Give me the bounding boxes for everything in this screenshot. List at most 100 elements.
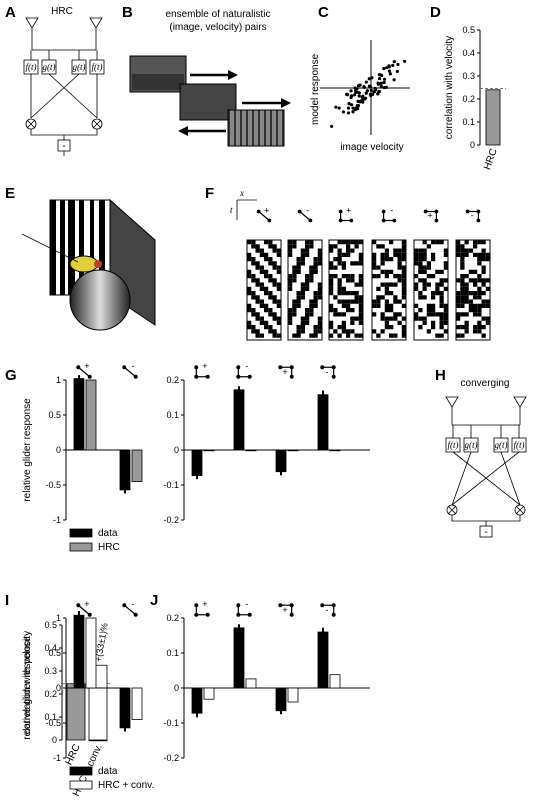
pattern-cell <box>477 240 482 245</box>
glider-icon: - <box>465 209 481 223</box>
pattern-cell <box>358 282 363 287</box>
pattern-cell <box>384 257 389 262</box>
scatter-point <box>387 69 392 73</box>
legend-swatch <box>69 780 93 790</box>
glider-dot <box>331 365 336 370</box>
pattern-cell <box>372 261 377 266</box>
pattern-cell <box>384 269 389 274</box>
glider-line <box>258 211 270 221</box>
pattern-cell <box>296 325 301 330</box>
pattern-cell <box>401 269 406 274</box>
pattern-cell <box>431 291 436 296</box>
pattern-cell <box>313 303 318 308</box>
pattern-cell <box>247 240 252 245</box>
pattern-cell <box>401 333 406 338</box>
pattern-cell <box>414 316 419 321</box>
glider-dot <box>331 612 336 617</box>
pattern-cell <box>401 291 406 296</box>
pattern-cell <box>439 333 444 338</box>
pattern-cell <box>439 278 444 283</box>
pattern-cell <box>358 299 363 304</box>
pattern-cell <box>251 274 256 279</box>
pattern-cell <box>397 312 402 317</box>
pattern-cell <box>460 333 465 338</box>
scatter-point <box>377 90 381 94</box>
pattern-cell <box>313 325 318 330</box>
pattern-cell <box>443 278 448 283</box>
pattern-cell <box>350 329 355 334</box>
pattern-cell <box>464 240 469 245</box>
pattern-cell <box>292 274 297 279</box>
pattern-cell <box>341 325 346 330</box>
pattern-cell <box>341 286 346 291</box>
y-tick-label: 0.2 <box>44 689 57 699</box>
pattern-cell <box>443 252 448 257</box>
pattern-cell <box>481 269 486 274</box>
glider-dot <box>289 612 294 617</box>
pattern-cell <box>439 312 444 317</box>
pattern-cell <box>313 329 318 334</box>
pattern-cell <box>300 252 305 257</box>
pattern-cell <box>358 274 363 279</box>
pattern-cell <box>288 286 293 291</box>
bar <box>329 449 341 452</box>
pattern-cell <box>268 325 273 330</box>
pattern-cell <box>393 252 398 257</box>
pattern-cell <box>464 299 469 304</box>
pattern-cell <box>473 308 478 313</box>
glider-dot <box>194 603 199 608</box>
pattern-cell <box>272 282 277 287</box>
pattern-cell <box>358 312 363 317</box>
glider-dot <box>236 374 241 379</box>
pattern-cell <box>259 252 264 257</box>
pattern-cell <box>477 257 482 262</box>
pattern-cell <box>341 329 346 334</box>
svg-text:g(t): g(t) <box>465 440 478 450</box>
pattern-cell <box>456 248 461 253</box>
pattern-cell <box>333 265 338 270</box>
pattern-cell <box>485 286 490 291</box>
y-axis-label: correlation with velocity <box>444 36 455 139</box>
pattern-cell <box>393 312 398 317</box>
converging-circuit-diagram: converging f(t) g(t) g(t) f(t) - <box>445 378 527 538</box>
pattern-cell <box>460 325 465 330</box>
scatter-point <box>361 94 365 98</box>
pattern-cell <box>346 278 351 283</box>
y-tick-label: 1 <box>56 613 61 623</box>
pattern-cell <box>251 261 256 266</box>
pattern-cell <box>309 278 314 283</box>
pattern-cell <box>292 333 297 338</box>
y-tick-label: -0.5 <box>45 718 61 728</box>
pattern-cell <box>329 278 334 283</box>
pattern-cell <box>372 257 377 262</box>
pattern-cell <box>350 291 355 296</box>
glider-dot <box>349 218 354 223</box>
pattern-cell <box>384 316 389 321</box>
pattern-cell <box>333 312 338 317</box>
pattern-cell <box>255 312 260 317</box>
pattern-cell <box>418 295 423 300</box>
pattern-cell <box>473 291 478 296</box>
scatter-point <box>382 80 386 85</box>
pattern-cell <box>259 299 264 304</box>
pattern-cell <box>460 274 465 279</box>
scatter-point <box>370 76 374 80</box>
pattern-cell <box>426 308 431 313</box>
pattern-cell <box>350 240 355 245</box>
pattern-cell <box>350 316 355 321</box>
pattern-cell <box>337 291 342 296</box>
hrc-title: HRC <box>51 6 73 17</box>
pattern-cell <box>380 312 385 317</box>
pattern-cell <box>473 278 478 283</box>
pattern-cell <box>329 282 334 287</box>
pattern-cell <box>464 282 469 287</box>
glider-sign: + <box>202 599 207 609</box>
pattern-cell <box>435 286 440 291</box>
pattern-cell <box>401 316 406 321</box>
pattern-cell <box>354 291 359 296</box>
y-tick-label: 0.4 <box>44 643 57 653</box>
pattern-cell <box>341 252 346 257</box>
glider-dot <box>278 603 283 608</box>
pattern-cell <box>384 320 389 325</box>
glider-icon: + <box>278 603 294 617</box>
